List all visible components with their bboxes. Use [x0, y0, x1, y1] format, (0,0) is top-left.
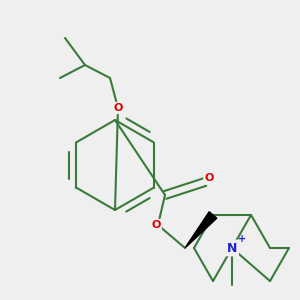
Text: +: + — [238, 234, 246, 244]
Polygon shape — [185, 212, 217, 248]
Text: N: N — [227, 242, 237, 254]
Text: O: O — [113, 103, 123, 113]
Text: O: O — [151, 220, 161, 230]
Text: O: O — [204, 173, 214, 183]
